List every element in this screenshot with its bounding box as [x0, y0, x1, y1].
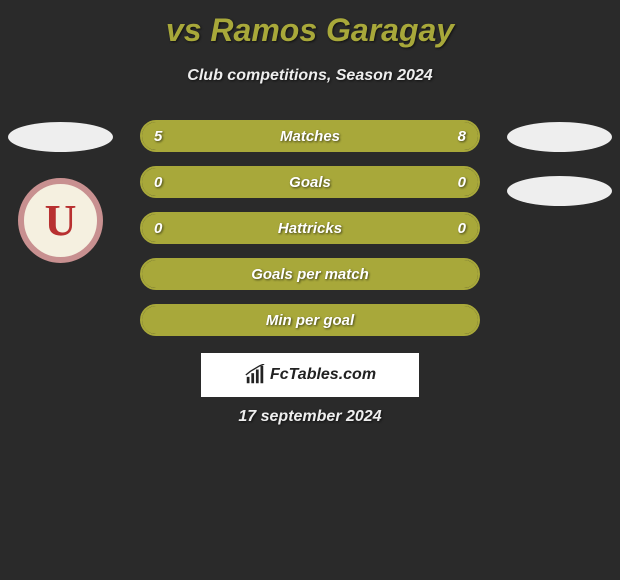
footer-brand-box: FcTables.com — [201, 353, 419, 397]
footer-brand-text: FcTables.com — [270, 366, 376, 384]
player-oval-left — [8, 122, 113, 152]
stat-bars: 5 Matches 8 0 Goals 0 0 Hattricks 0 Goal… — [140, 120, 480, 350]
stat-bar-goals: 0 Goals 0 — [140, 166, 480, 198]
stat-bar-hattricks: 0 Hattricks 0 — [140, 212, 480, 244]
stat-bar-goals-label: Goals — [142, 168, 478, 196]
stat-bar-goals-val-right: 0 — [458, 168, 466, 196]
page-subtitle: Club competitions, Season 2024 — [0, 67, 620, 85]
stat-bar-matches-val-right: 8 — [458, 122, 466, 150]
club-crest-letter: U — [45, 195, 77, 246]
stat-bar-matches-label: Matches — [142, 122, 478, 150]
chart-icon — [244, 364, 266, 386]
stat-bar-gpm-label: Goals per match — [142, 260, 478, 288]
stat-bar-min-per-goal: Min per goal — [140, 304, 480, 336]
page-title: vs Ramos Garagay — [0, 0, 620, 49]
stat-bar-mpg-label: Min per goal — [142, 306, 478, 334]
club-crest: U — [18, 178, 103, 263]
player-oval-right-1 — [507, 122, 612, 152]
stat-bar-goals-per-match: Goals per match — [140, 258, 480, 290]
footer-date: 17 september 2024 — [0, 408, 620, 426]
stat-bar-matches: 5 Matches 8 — [140, 120, 480, 152]
stat-bar-hattricks-val-right: 0 — [458, 214, 466, 242]
stat-bar-hattricks-label: Hattricks — [142, 214, 478, 242]
player-oval-right-2 — [507, 176, 612, 206]
